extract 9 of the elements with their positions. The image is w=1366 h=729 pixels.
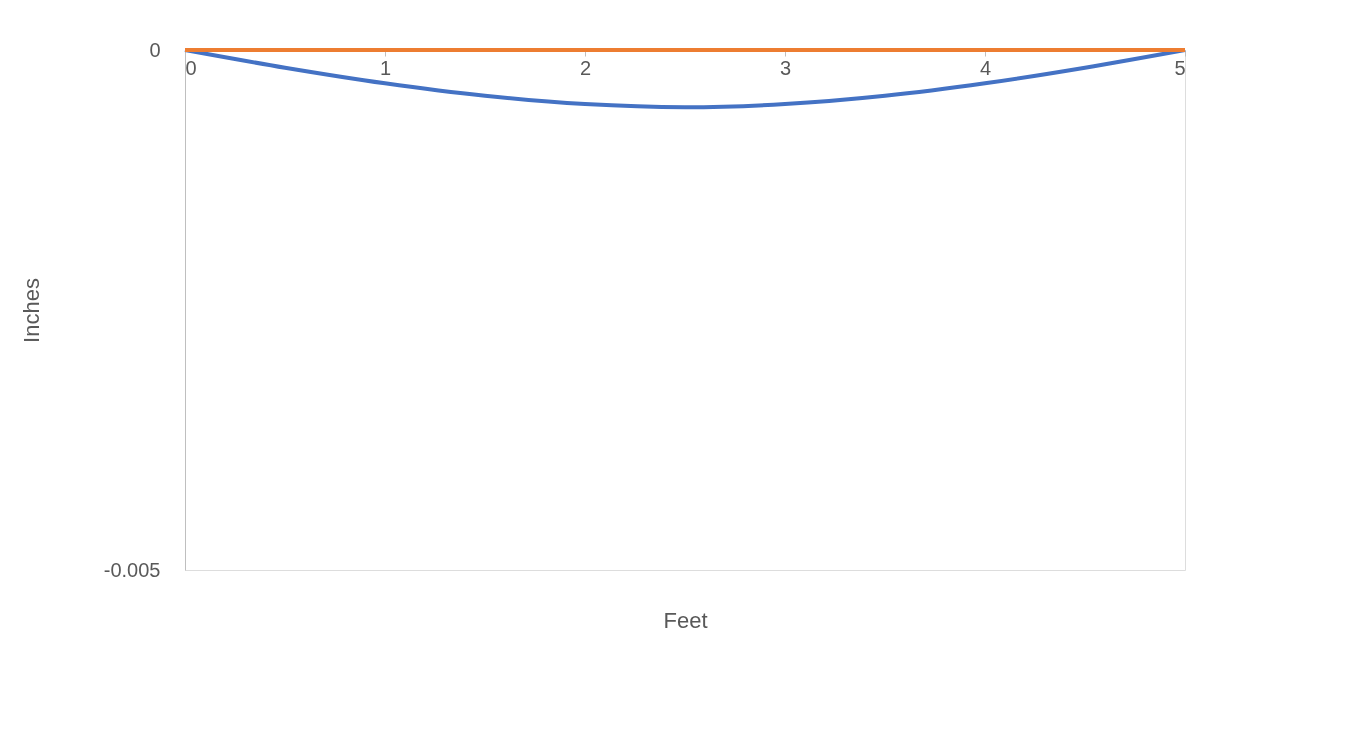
x-tick-label: 0 xyxy=(185,56,197,79)
x-tick-label: 3 xyxy=(779,56,792,79)
y-axis-title: Inches xyxy=(18,278,44,343)
x-axis-title: Feet xyxy=(663,607,708,633)
x-tick-label: 1 xyxy=(379,56,392,79)
y-tick-label: -0.005 xyxy=(103,558,161,581)
x-tick-label: 5 xyxy=(1174,56,1186,79)
x-tick-label: 4 xyxy=(979,56,992,79)
x-tick-label: 2 xyxy=(579,56,592,79)
